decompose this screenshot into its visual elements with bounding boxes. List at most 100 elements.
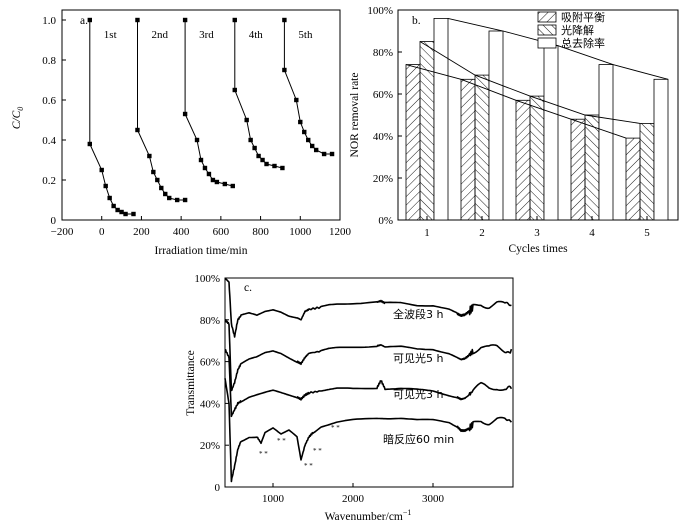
b-bar-s0-c4 bbox=[570, 118, 586, 221]
legend-swatch-adsorption bbox=[537, 11, 557, 23]
legend-label-adsorption: 吸附平衡 bbox=[561, 10, 605, 24]
c-ytick-label-1: 20% bbox=[200, 440, 220, 452]
panel-a-y-axis-label: C/C0 bbox=[11, 107, 25, 130]
panel-c: c. 0 20% 40% 60% 80% 100% 1000 2000 3000 全波段3 h… bbox=[185, 273, 514, 523]
a-point-4th-0 bbox=[232, 17, 237, 23]
a-point-3rd-7 bbox=[214, 179, 220, 185]
panel-b-label: b. bbox=[412, 15, 421, 27]
a-point-5th-0 bbox=[282, 17, 287, 23]
c-spectrum-line-0 bbox=[224, 277, 512, 338]
a-xtick-label-4: 600 bbox=[213, 226, 230, 238]
c-xtick-label-1: 2000 bbox=[342, 493, 365, 505]
panel-b: b. 0% 20% 40% 60% 80% 100% 1 2 3 4 5 吸附平衡 光降解 总去除… bbox=[349, 5, 679, 255]
a-point-3rd-3 bbox=[198, 157, 204, 163]
a-series-label-4th: 4th bbox=[249, 29, 264, 41]
a-point-5th-7 bbox=[313, 147, 319, 153]
a-point-4th-8 bbox=[272, 163, 277, 169]
spectrum-label-visible-5h: 可见光5 h bbox=[393, 351, 443, 365]
a-point-4th-9 bbox=[280, 165, 285, 171]
a-series-label-1st: 1st bbox=[104, 29, 117, 41]
c-ytick-label-4: 80% bbox=[200, 315, 220, 327]
a-point-3rd-5 bbox=[206, 171, 212, 177]
a-point-1st-2 bbox=[99, 167, 104, 173]
a-point-1st-8 bbox=[123, 211, 128, 217]
b-bar-s0-c2 bbox=[460, 78, 476, 221]
a-point-1st-0 bbox=[87, 17, 92, 23]
c-ytick-label-5: 100% bbox=[194, 273, 220, 285]
b-ytick-label-4: 80% bbox=[373, 47, 393, 59]
b-ytick-label-0: 0% bbox=[378, 215, 393, 227]
b-bar-s0-c1 bbox=[405, 64, 421, 221]
a-point-4th-6 bbox=[260, 157, 265, 163]
a-point-5th-5 bbox=[306, 137, 311, 143]
a-point-4th-4 bbox=[252, 145, 257, 151]
a-point-3rd-1 bbox=[182, 111, 188, 117]
panel-c-spectra bbox=[224, 277, 513, 483]
b-bar-s1-c5 bbox=[639, 123, 655, 221]
panel-a-label: a. bbox=[80, 15, 88, 27]
c-xtick-label-2: 3000 bbox=[422, 493, 445, 505]
b-bar-s2-c2 bbox=[488, 30, 504, 221]
marker-stars-3: * * bbox=[304, 462, 313, 470]
b-bar-s1-c4 bbox=[584, 114, 600, 221]
a-point-2nd-8 bbox=[174, 197, 180, 203]
panel-b-bars bbox=[405, 17, 669, 221]
a-point-4th-5 bbox=[256, 153, 261, 159]
marker-stars-5: * * bbox=[331, 424, 340, 432]
legend-swatch-photodegradation bbox=[537, 24, 557, 36]
spectrum-label-visible-3h: 可见光3 h bbox=[393, 387, 443, 401]
panel-a-frame bbox=[61, 9, 341, 221]
b-bar-s0-c5 bbox=[625, 137, 641, 221]
spectrum-label-full-band-3h: 全波段3 h bbox=[393, 307, 443, 321]
b-trend-line-1 bbox=[419, 41, 641, 124]
panel-b-x-axis-label: Cycles times bbox=[508, 243, 568, 255]
a-series-line-1st bbox=[89, 20, 134, 215]
a-point-2nd-6 bbox=[163, 191, 168, 197]
a-series-label-3rd: 3rd bbox=[199, 29, 214, 41]
a-point-2nd-1 bbox=[135, 127, 140, 133]
a-point-5th-8 bbox=[321, 151, 327, 157]
a-ytick-label-0: 0 bbox=[51, 215, 57, 227]
a-point-5th-1 bbox=[282, 67, 287, 73]
panel-c-y-ticks: 0 20% 40% 60% 80% 100% bbox=[194, 273, 229, 494]
a-point-5th-3 bbox=[298, 119, 303, 125]
c-spectrum-line-1 bbox=[224, 318, 513, 392]
panel-b-y-ticks: 0% 20% 40% 60% 80% 100% bbox=[367, 5, 402, 227]
b-bar-s0-c3 bbox=[515, 99, 531, 221]
a-point-2nd-2 bbox=[147, 153, 152, 159]
a-ytick-label-2: 0.4 bbox=[42, 135, 56, 147]
a-point-3rd-6 bbox=[210, 177, 216, 183]
a-point-3rd-4 bbox=[202, 165, 208, 171]
a-ytick-label-3: 0.6 bbox=[42, 95, 56, 107]
b-trend-line-0 bbox=[405, 64, 627, 139]
a-xtick-label-1: 0 bbox=[99, 226, 105, 238]
c-xtick-label-0: 1000 bbox=[262, 493, 285, 505]
a-series-label-2nd: 2nd bbox=[151, 29, 168, 41]
b-ytick-label-1: 20% bbox=[373, 173, 393, 185]
b-bar-s1-c1 bbox=[419, 41, 435, 221]
b-bar-s2-c5 bbox=[653, 78, 669, 221]
c-ytick-label-2: 40% bbox=[200, 398, 220, 410]
a-point-5th-6 bbox=[310, 143, 315, 149]
c-spectrum-line-2 bbox=[224, 348, 513, 418]
a-point-2nd-7 bbox=[167, 195, 172, 201]
a-point-3rd-2 bbox=[194, 137, 200, 143]
b-xtick-label-3: 4 bbox=[589, 227, 595, 239]
a-series-line-3rd bbox=[184, 20, 233, 187]
b-xtick-label-2: 3 bbox=[534, 227, 540, 239]
a-point-3rd-0 bbox=[182, 17, 188, 23]
a-ytick-label-4: 0.8 bbox=[42, 55, 56, 67]
a-xtick-label-2: 200 bbox=[133, 226, 150, 238]
a-point-3rd-8 bbox=[222, 181, 228, 187]
c-ytick-label-0: 0 bbox=[215, 482, 221, 494]
a-point-1st-1 bbox=[87, 141, 92, 147]
a-point-1st-7 bbox=[119, 209, 124, 215]
panel-a-series: 1st 2nd 3rd 4th 5th bbox=[87, 17, 335, 217]
spectrum-label-dark-60min: 暗反应60 min bbox=[383, 432, 454, 446]
a-series-label-5th: 5th bbox=[298, 29, 313, 41]
a-point-2nd-0 bbox=[135, 17, 140, 23]
a-point-4th-3 bbox=[248, 137, 253, 143]
a-point-2nd-9 bbox=[182, 197, 188, 203]
panel-c-label: c. bbox=[244, 282, 252, 294]
